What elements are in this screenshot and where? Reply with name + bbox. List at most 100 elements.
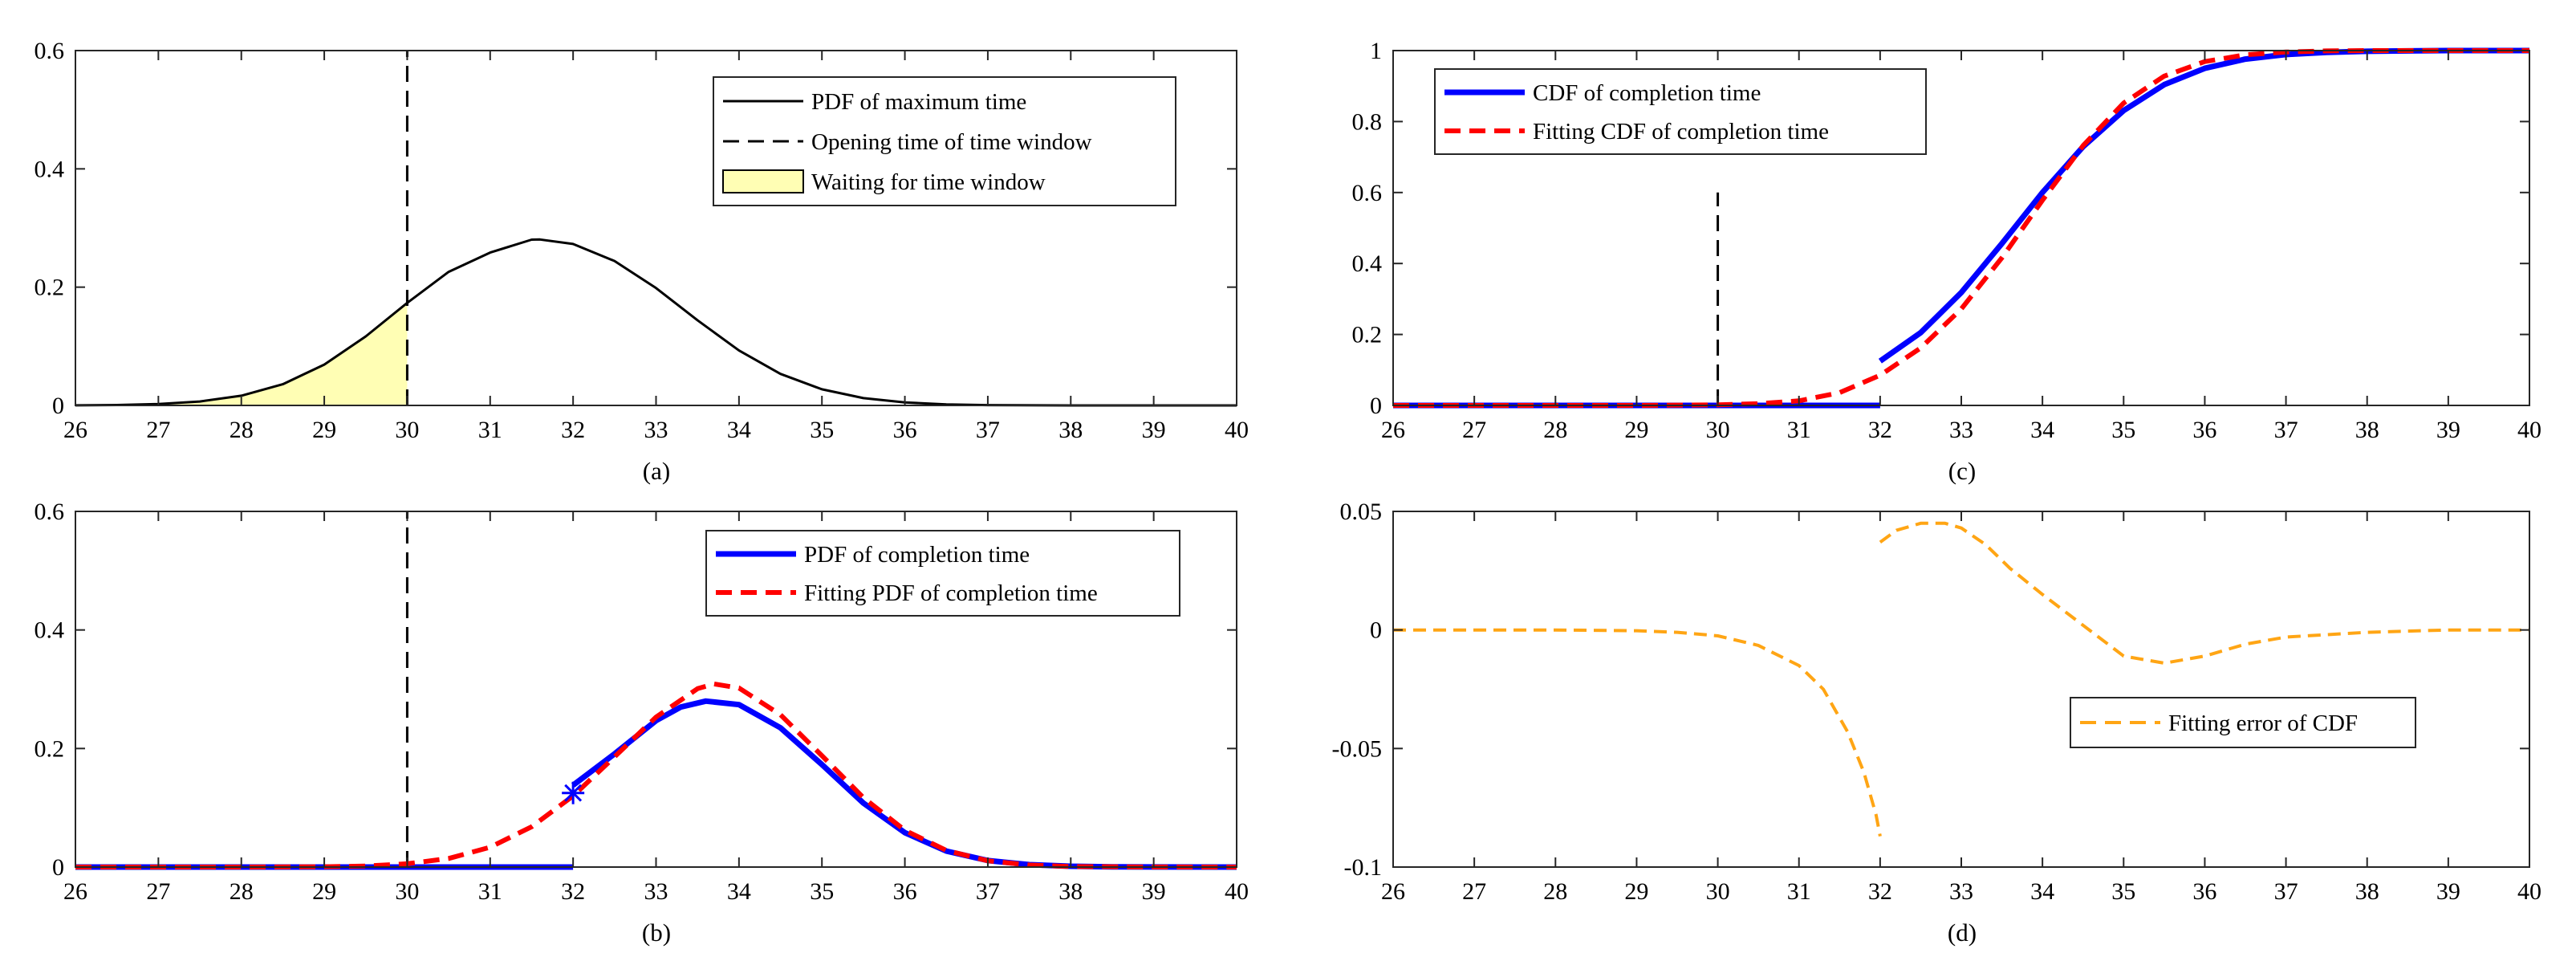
shaded-region-waiting <box>75 303 408 405</box>
x-tick-label: 30 <box>1706 417 1730 443</box>
x-tick-label: 33 <box>644 417 668 443</box>
x-tick-label: 31 <box>1787 417 1811 443</box>
x-tick-label: 30 <box>395 417 419 443</box>
x-tick-label: 37 <box>2274 878 2298 905</box>
x-tick-label: 35 <box>810 417 834 443</box>
legend-box <box>705 530 1180 617</box>
panel-caption: (a) <box>643 457 670 485</box>
x-tick-label: 37 <box>976 417 1000 443</box>
x-tick-label: 38 <box>2355 417 2379 443</box>
panel-b: 26 27 28 29 30 31 32 33 34 35 36 37 38 39 40 0 0.2 0.4 0.6… <box>35 499 1249 947</box>
y-tick-label: 0.4 <box>35 156 65 182</box>
series-line <box>1393 628 1882 837</box>
legend: Fitting error of CDF <box>2070 697 2416 748</box>
x-tick-label: 35 <box>810 878 834 905</box>
legend-swatch <box>722 169 804 193</box>
x-tick-label: 28 <box>230 417 254 443</box>
y-tick-label: 0.4 <box>35 617 65 644</box>
panel-caption: (d) <box>1948 918 1977 947</box>
y-tick-label: 1 <box>1370 38 1382 64</box>
x-tick-label: 29 <box>1624 417 1648 443</box>
x-tick-label: 31 <box>1787 878 1811 905</box>
y-tick-label: -0.1 <box>1344 854 1383 881</box>
x-tick-label: 34 <box>727 878 751 905</box>
x-tick-label: 40 <box>2517 878 2541 905</box>
x-tick-label: 38 <box>1058 878 1083 905</box>
x-tick-label: 26 <box>1381 417 1405 443</box>
x-tick-label: 27 <box>146 878 170 905</box>
x-tick-label: 34 <box>727 417 751 443</box>
x-tick-label: 27 <box>1462 417 1486 443</box>
x-tick-label: 36 <box>893 417 917 443</box>
x-tick-label: 34 <box>2030 878 2054 905</box>
x-tick-label: 38 <box>2355 878 2379 905</box>
x-tick-label: 30 <box>395 878 419 905</box>
y-tick-label: 0 <box>52 393 64 419</box>
x-tick-label: 31 <box>478 878 502 905</box>
x-tick-label: 39 <box>2436 417 2460 443</box>
x-tick-label: 29 <box>312 417 336 443</box>
x-tick-label: 26 <box>63 417 87 443</box>
x-tick-label: 28 <box>1543 878 1567 905</box>
legend-label: CDF of completion time <box>1533 80 1761 106</box>
x-tick-label: 28 <box>1543 417 1567 443</box>
y-tick-label: 0.2 <box>1352 322 1383 348</box>
panel-caption: (b) <box>642 918 671 947</box>
x-tick-label: 40 <box>2517 417 2541 443</box>
x-tick-label: 30 <box>1706 878 1730 905</box>
x-tick-label: 39 <box>1142 878 1166 905</box>
y-tick-label: -0.05 <box>1332 735 1383 762</box>
x-tick-label: 38 <box>1058 417 1083 443</box>
panel-a: 26 27 28 29 30 31 32 33 34 35 36 37 38 39 40 0 0.2 0.4 0.6… <box>35 38 1249 485</box>
y-tick-label: 0.8 <box>1352 108 1383 135</box>
x-tick-label: 37 <box>976 878 1000 905</box>
x-tick-label: 36 <box>893 878 917 905</box>
x-tick-label: 35 <box>2111 417 2135 443</box>
x-tick-label: 33 <box>1949 878 1973 905</box>
legend-label: Fitting error of CDF <box>2168 711 2358 736</box>
x-tick-label: 28 <box>230 878 254 905</box>
x-tick-label: 39 <box>2436 878 2460 905</box>
legend-label: Fitting CDF of completion time <box>1533 119 1829 145</box>
legend-label: Waiting for time window <box>811 169 1046 195</box>
y-tick-label: 0 <box>1370 393 1382 419</box>
legend: CDF of completion time Fitting CDF of com… <box>1434 68 1927 155</box>
x-tick-label: 29 <box>312 878 336 905</box>
series-line <box>1879 521 2529 665</box>
y-tick-label: 0.4 <box>1352 250 1383 277</box>
y-tick-label: 0.2 <box>35 735 65 762</box>
x-tick-label: 26 <box>63 878 87 905</box>
x-tick-label: 35 <box>2111 878 2135 905</box>
legend: PDF of completion time Fitting PDF of com… <box>705 530 1180 617</box>
x-tick-label: 32 <box>1868 417 1892 443</box>
y-tick-label: 0.6 <box>1352 180 1383 206</box>
x-tick-label: 32 <box>561 878 585 905</box>
asterisk-marker <box>562 781 585 804</box>
legend: PDF of maximum time Opening time of time … <box>713 76 1176 206</box>
y-tick-label: 0.6 <box>35 499 65 525</box>
x-tick-label: 32 <box>561 417 585 443</box>
panel-d: 26 27 28 29 30 31 32 33 34 35 36 37 38 39 40 -0.1 -0.05 0… <box>1332 499 2542 947</box>
legend-box <box>2070 697 2416 748</box>
x-tick-label: 31 <box>478 417 502 443</box>
x-tick-label: 33 <box>1949 417 1973 443</box>
x-tick-label: 36 <box>2192 417 2216 443</box>
series-line <box>75 238 1237 407</box>
x-tick-label: 27 <box>146 417 170 443</box>
series-0 <box>1393 521 2529 837</box>
x-tick-label: 40 <box>1225 417 1249 443</box>
series-1 <box>1393 48 2529 408</box>
x-tick-label: 39 <box>1142 417 1166 443</box>
y-tick-label: 0 <box>52 854 64 881</box>
series-line <box>1393 48 2529 408</box>
panel-c: 26 27 28 29 30 31 32 33 34 35 36 37 38 39 40 0 0.2 0.4 0.6… <box>1352 38 2542 485</box>
asterisk-stroke <box>564 784 583 802</box>
legend-label: Opening time of time window <box>811 129 1092 155</box>
y-tick-label: 0.6 <box>35 38 65 64</box>
x-tick-label: 34 <box>2030 417 2054 443</box>
legend-label: PDF of completion time <box>804 542 1030 568</box>
plot-area <box>1393 511 2529 867</box>
x-tick-label: 40 <box>1225 878 1249 905</box>
legend-label: PDF of maximum time <box>811 89 1026 115</box>
